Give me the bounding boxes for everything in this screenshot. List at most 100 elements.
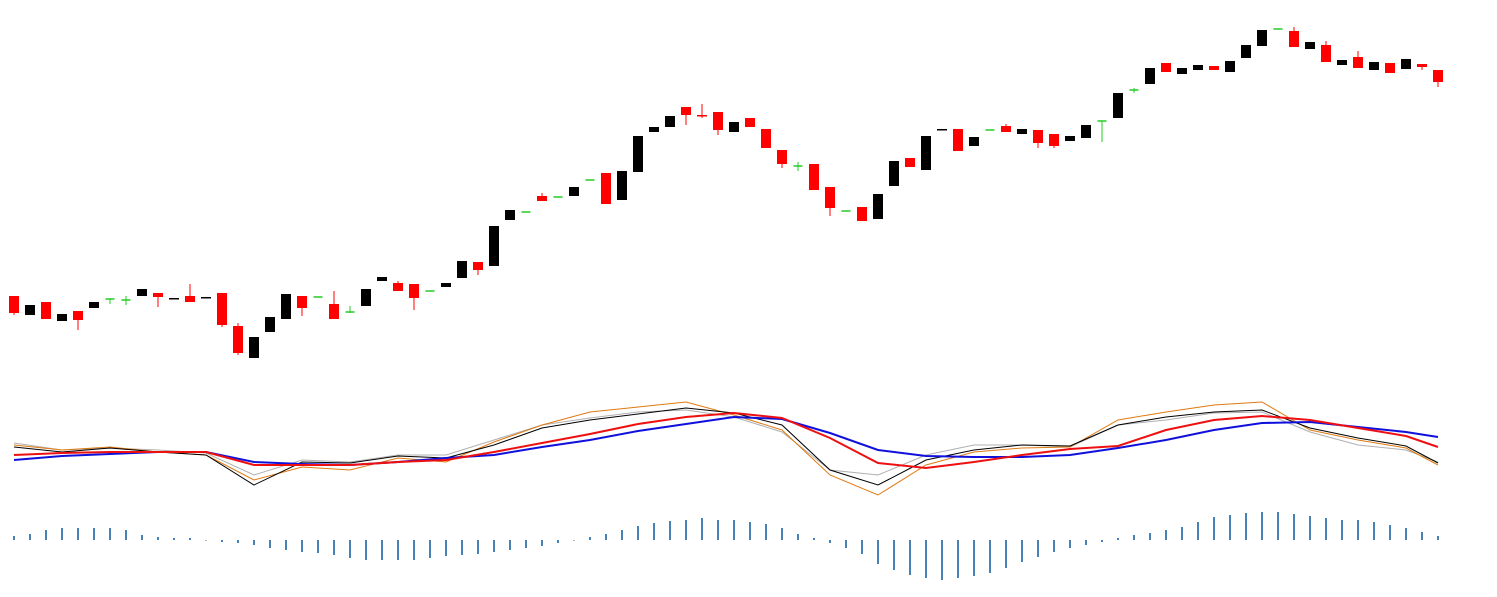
candle-body — [1097, 120, 1107, 122]
histogram-bar — [1005, 540, 1007, 568]
candle-body — [105, 298, 115, 300]
histogram-bar — [1421, 532, 1423, 540]
histogram-bar — [557, 540, 559, 543]
histogram-bar — [1245, 513, 1247, 540]
candle-body — [1065, 136, 1075, 141]
histogram-bar — [909, 540, 911, 575]
candle-body — [681, 107, 691, 115]
candle-body — [1321, 45, 1331, 62]
histogram-bar — [781, 528, 783, 540]
candle-body — [425, 290, 435, 292]
candle-body — [1161, 63, 1171, 72]
candle-body — [585, 179, 595, 181]
histogram-bar — [1213, 517, 1215, 540]
histogram-bar — [173, 538, 175, 540]
candle-body — [857, 207, 867, 221]
candle-body — [1385, 63, 1395, 73]
histogram-bar — [925, 540, 927, 578]
candle-body — [153, 293, 163, 297]
candle-body — [73, 311, 83, 320]
histogram-bar — [1405, 528, 1407, 540]
candle-body — [841, 210, 851, 212]
candle-body — [1017, 129, 1027, 134]
histogram-bar — [1293, 514, 1295, 540]
histogram-bar — [29, 534, 31, 540]
candle-body — [969, 137, 979, 146]
histogram-bar — [1021, 540, 1023, 562]
histogram-bar — [765, 524, 767, 540]
histogram-bar — [973, 540, 975, 576]
candle-body — [1145, 68, 1155, 84]
candle-body — [569, 187, 579, 196]
candle-body — [985, 129, 995, 131]
candle-body — [57, 314, 67, 321]
candle-body — [201, 297, 211, 299]
candle-body — [41, 302, 51, 319]
candle-body — [89, 302, 99, 308]
histogram-bar — [1181, 527, 1183, 540]
histogram-bar — [541, 540, 543, 546]
indicator-line — [13, 415, 1439, 467]
candle-body — [297, 296, 307, 308]
candle-body — [1209, 66, 1219, 70]
candle-body — [1289, 31, 1299, 47]
candle-body — [825, 187, 835, 208]
histogram-bar — [653, 523, 655, 540]
candle-body — [761, 129, 771, 148]
candle-body — [1225, 61, 1235, 72]
candle-body — [393, 283, 403, 291]
histogram-bar — [1101, 540, 1103, 542]
candle-body — [617, 171, 627, 200]
indicator-line — [13, 401, 1439, 496]
candle-body — [265, 317, 275, 332]
candle-body — [537, 196, 547, 201]
histogram-bar — [253, 540, 255, 545]
candle-body — [233, 326, 243, 353]
candle-body — [345, 311, 355, 313]
histogram-bar — [109, 528, 111, 540]
histogram-bar — [333, 540, 335, 555]
candle-body — [697, 115, 707, 117]
histogram-bar — [317, 540, 319, 553]
histogram-bar — [429, 540, 431, 558]
candle-body — [505, 210, 515, 220]
histogram-bar — [1277, 512, 1279, 540]
histogram-bar — [61, 528, 63, 540]
histogram-bar — [413, 540, 415, 560]
histogram-bar — [397, 540, 399, 560]
candle-body — [121, 299, 131, 301]
candle-body — [793, 165, 803, 167]
histogram-bar — [365, 540, 367, 560]
candle-body — [169, 298, 179, 300]
candle-body — [329, 304, 339, 319]
histogram-bar — [893, 540, 895, 570]
histogram-bar — [477, 540, 479, 554]
candle-body — [905, 158, 915, 167]
histogram-bar — [445, 540, 447, 556]
histogram-bar — [733, 520, 735, 540]
candle-body — [633, 136, 643, 172]
histogram-bar — [1165, 530, 1167, 540]
histogram-bar — [605, 534, 607, 540]
histogram-bar — [157, 537, 159, 540]
histogram-bar — [1037, 540, 1039, 557]
histogram-bar — [13, 536, 15, 540]
candle-body — [1353, 57, 1363, 68]
candle-body — [377, 277, 387, 281]
candle-body — [137, 289, 147, 296]
histogram-bar — [941, 540, 943, 580]
candle-body — [521, 211, 531, 213]
candle-body — [441, 283, 451, 287]
histogram-bar — [525, 540, 527, 548]
candle-body — [217, 293, 227, 325]
candle-body — [1001, 126, 1011, 132]
candle-body — [1401, 59, 1411, 69]
candle-body — [489, 226, 499, 266]
histogram-bar — [269, 540, 271, 548]
candle-body — [809, 164, 819, 190]
histogram-bar — [1229, 515, 1231, 540]
candle-body — [1033, 130, 1043, 143]
candle-body — [1369, 62, 1379, 70]
histogram-bar — [701, 518, 703, 540]
